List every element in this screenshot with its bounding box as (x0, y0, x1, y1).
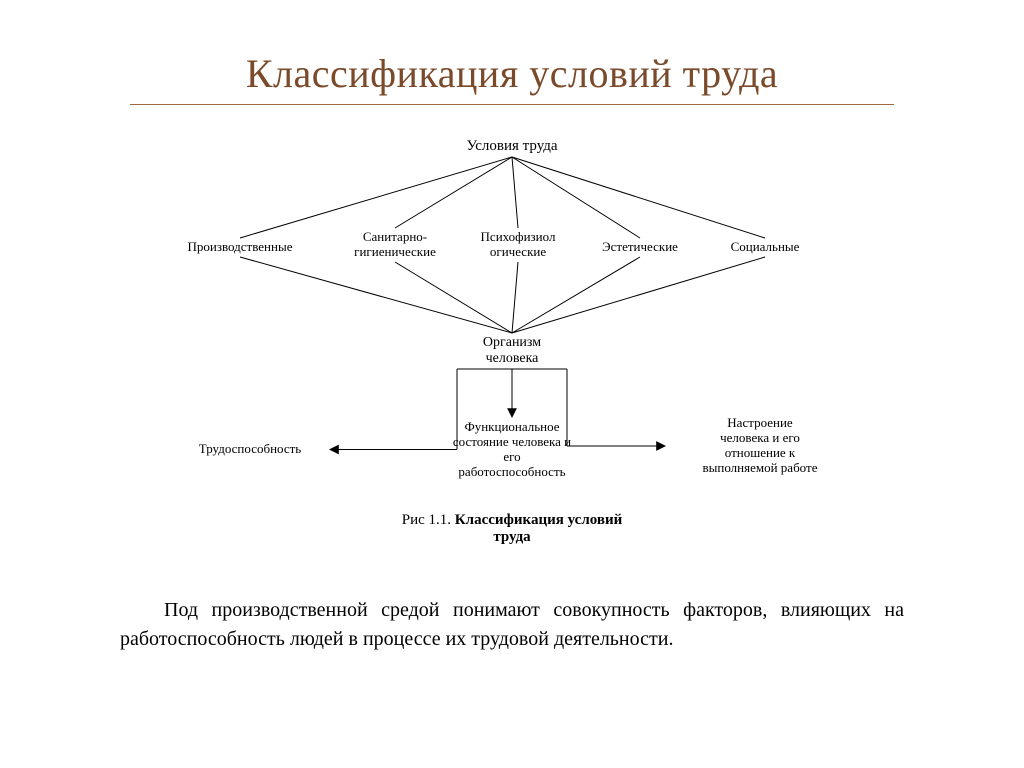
node-n4: Эстетические (580, 240, 700, 255)
node-root: Условия труда (442, 138, 582, 155)
node-out2: Функциональное состояние человека и его … (422, 420, 602, 480)
node-n5: Социальные (710, 240, 820, 255)
node-n2: Санитарно- гигиенические (335, 230, 455, 260)
caption-bold: Классификация условий труда (455, 512, 622, 545)
title-underline (130, 104, 894, 105)
node-n1: Производственные (170, 240, 310, 255)
node-n3: Психофизиол огические (458, 230, 578, 260)
node-out3: Настроение человека и его отношение к вы… (670, 416, 850, 476)
slide: Классификация условий труда Условия труд… (0, 0, 1024, 768)
page-title: Классификация условий труда (0, 50, 1024, 97)
node-org: Организм человека (452, 335, 572, 367)
footer-paragraph: Под производственной средой понимают сов… (120, 596, 904, 654)
node-out1: Трудоспособность (175, 442, 325, 457)
figure-caption: Рис 1.1. Классификация условий труда (0, 512, 1024, 546)
diagram-container: Условия труда Производственные Санитарно- … (120, 130, 904, 540)
caption-prefix: Рис 1.1. (402, 512, 455, 528)
